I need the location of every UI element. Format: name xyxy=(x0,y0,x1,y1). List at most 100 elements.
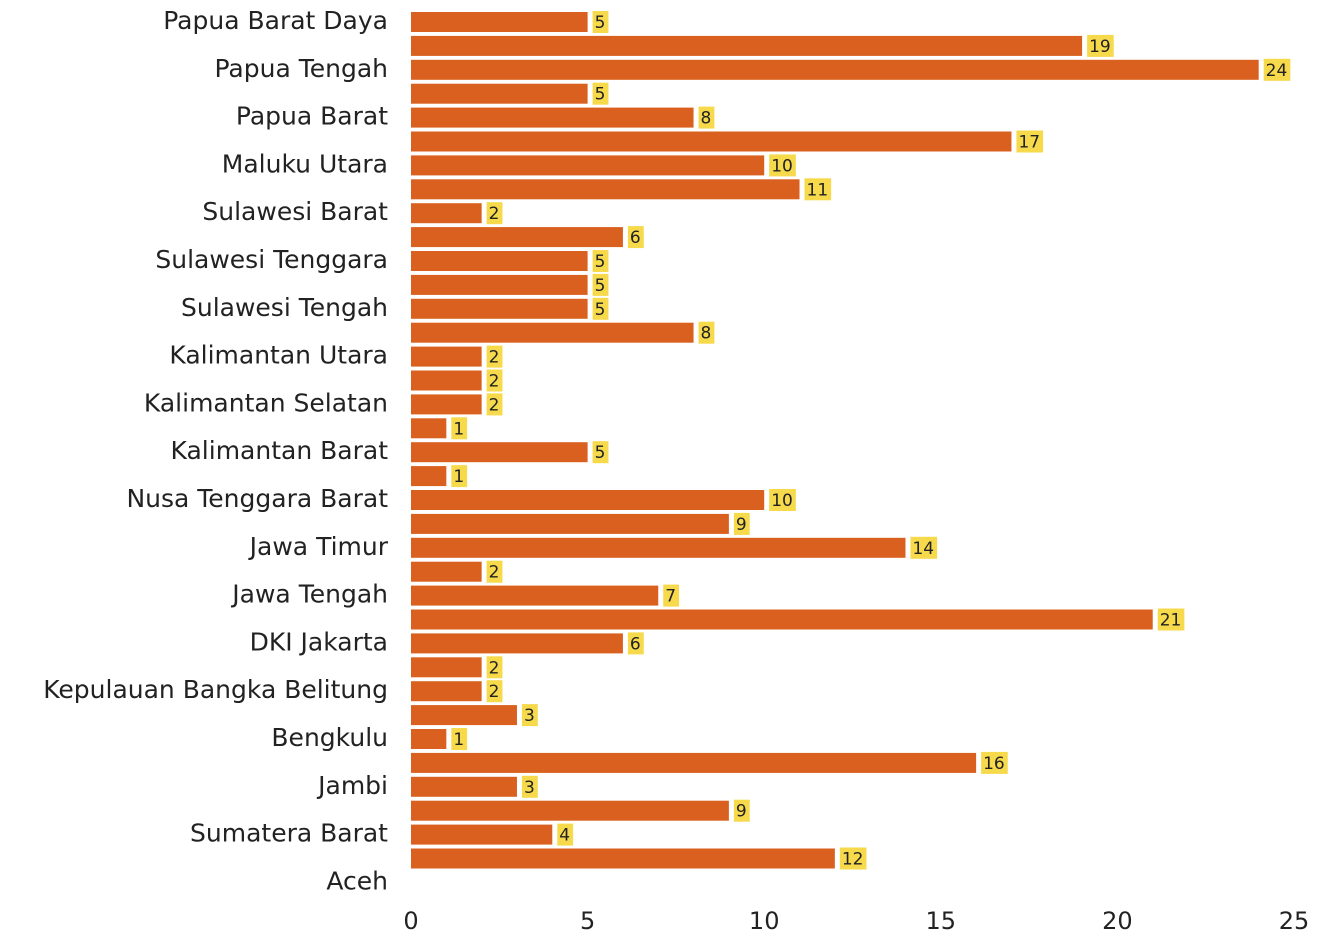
bar xyxy=(411,633,623,654)
bar xyxy=(411,251,588,271)
value-label: 5 xyxy=(595,276,606,296)
bar xyxy=(411,394,482,415)
value-label: 4 xyxy=(559,826,570,846)
y-tick-label: Kepulauan Bangka Belitung xyxy=(43,675,388,704)
y-tick-label: Jawa Timur xyxy=(248,532,389,561)
value-label-bg xyxy=(486,202,503,225)
bar xyxy=(411,131,1012,152)
bar xyxy=(411,35,1083,56)
y-tick-label: Aceh xyxy=(326,866,388,895)
bar xyxy=(411,561,482,582)
value-label-bg xyxy=(486,560,503,583)
bar xyxy=(411,824,553,845)
value-label-bg xyxy=(804,178,832,201)
value-label-bg xyxy=(1087,34,1114,57)
y-tick-label: Sulawesi Tenggara xyxy=(155,245,388,274)
value-label: 9 xyxy=(736,515,747,535)
bar xyxy=(411,585,659,606)
y-tick-label: Kalimantan Selatan xyxy=(144,388,388,417)
value-label-bg xyxy=(451,465,468,488)
value-label: 7 xyxy=(665,587,676,607)
bar xyxy=(411,370,482,391)
value-label-bg xyxy=(592,297,609,320)
value-label: 2 xyxy=(489,395,500,415)
value-label: 8 xyxy=(701,109,712,129)
value-label: 2 xyxy=(489,658,500,678)
bar xyxy=(411,657,482,678)
y-tick-label: Maluku Utara xyxy=(222,149,388,178)
value-label: 19 xyxy=(1089,37,1111,57)
y-tick-label: Sumatera Barat xyxy=(190,819,388,848)
value-label: 11 xyxy=(807,180,829,200)
bar xyxy=(411,227,623,248)
value-label-bg xyxy=(592,82,609,105)
value-label-bg xyxy=(769,489,796,511)
y-tick-label: Jawa Tengah xyxy=(230,580,388,609)
value-label-bg xyxy=(698,106,715,129)
value-label: 6 xyxy=(630,228,641,248)
value-label: 5 xyxy=(595,13,606,33)
value-label-bg xyxy=(451,728,468,750)
bar xyxy=(411,537,906,558)
bar xyxy=(411,322,694,343)
x-tick-label: 25 xyxy=(1279,907,1310,935)
value-label-bg xyxy=(839,847,867,870)
y-tick-label: Kalimantan Utara xyxy=(169,341,388,370)
y-tick-label: Sulawesi Barat xyxy=(202,197,388,226)
value-label-bg xyxy=(486,393,503,416)
bar xyxy=(411,59,1259,80)
bar xyxy=(411,776,517,797)
value-label: 17 xyxy=(1018,133,1040,153)
bar xyxy=(411,705,517,726)
x-tick-label: 20 xyxy=(1102,907,1133,935)
bar xyxy=(411,800,729,821)
bar xyxy=(411,274,588,295)
bar xyxy=(411,298,588,319)
bar xyxy=(411,681,482,702)
value-label-bg xyxy=(486,345,503,368)
value-label-bg xyxy=(769,154,796,177)
value-label: 2 xyxy=(489,204,500,224)
value-label-bg xyxy=(592,11,609,33)
value-label-bg xyxy=(451,417,468,440)
value-label: 12 xyxy=(842,850,864,870)
y-tick-label: Papua Tengah xyxy=(214,54,388,83)
value-label: 3 xyxy=(524,778,535,798)
bar xyxy=(411,83,588,104)
value-label-bg xyxy=(1157,608,1185,631)
value-label: 21 xyxy=(1160,611,1182,631)
bar xyxy=(411,513,729,534)
value-label: 9 xyxy=(736,802,747,822)
value-label: 1 xyxy=(453,730,464,750)
value-label-bg xyxy=(592,441,609,464)
bar xyxy=(411,442,588,463)
y-tick-label: Jambi xyxy=(316,771,388,800)
value-label: 6 xyxy=(630,634,641,654)
value-label-bg xyxy=(733,799,750,822)
x-tick-label: 15 xyxy=(926,907,957,935)
value-label: 3 xyxy=(524,706,535,726)
bar xyxy=(411,752,977,773)
value-label-bg xyxy=(521,704,538,727)
value-label: 16 xyxy=(983,754,1005,774)
value-label: 14 xyxy=(912,539,934,559)
value-label: 5 xyxy=(595,85,606,105)
value-label: 2 xyxy=(489,348,500,368)
bar xyxy=(411,490,765,510)
y-tick-label: Bengkulu xyxy=(271,723,388,752)
bar xyxy=(411,179,800,200)
value-label-bg xyxy=(698,321,715,344)
value-label: 10 xyxy=(771,156,793,176)
value-label: 1 xyxy=(453,467,464,487)
bar xyxy=(411,346,482,367)
value-label-bg xyxy=(486,680,503,703)
bar xyxy=(411,609,1153,630)
value-label-bg xyxy=(592,273,609,296)
value-label: 5 xyxy=(595,300,606,320)
bar xyxy=(411,418,447,439)
value-label: 1 xyxy=(453,419,464,439)
value-label: 24 xyxy=(1266,61,1288,81)
y-tick-label: Papua Barat xyxy=(236,102,388,131)
x-tick-label: 5 xyxy=(580,907,595,935)
